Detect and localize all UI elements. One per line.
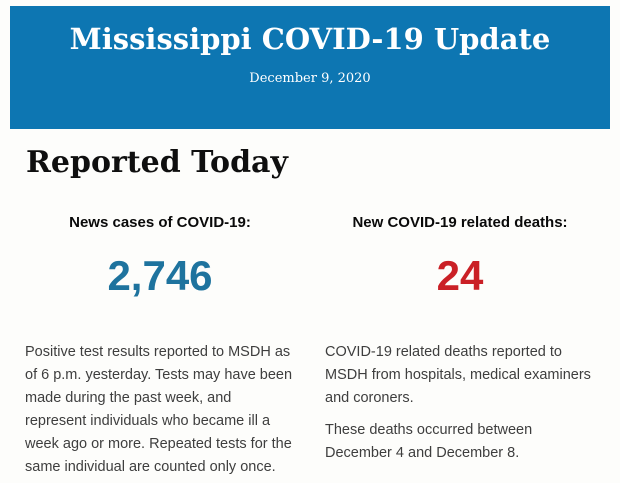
header-banner: Mississippi COVID-19 Update December 9, …	[10, 6, 610, 129]
deaths-value: 24	[436, 252, 484, 299]
cases-value: 2,746	[107, 252, 213, 299]
deaths-label: New COVID-19 related deaths:	[352, 214, 568, 231]
stat-column-deaths: New COVID-19 related deaths: 24 COVID-19…	[315, 215, 605, 479]
deaths-description-1: COVID-19 related deaths reported to MSDH…	[325, 344, 591, 406]
stats-grid: News cases of COVID-19: 2,746 Positive t…	[15, 215, 605, 479]
section-heading: Reported Today	[26, 145, 288, 180]
content-area: Reported Today News cases of COVID-19: 2…	[0, 145, 620, 479]
stat-column-cases: News cases of COVID-19: 2,746 Positive t…	[15, 215, 305, 479]
cases-description: Positive test results reported to MSDH a…	[25, 344, 293, 475]
newsletter-title: Mississippi COVID-19 Update	[69, 22, 551, 56]
cases-label: News cases of COVID-19:	[69, 214, 251, 231]
deaths-description-2: These deaths occurred between December 4…	[325, 422, 533, 461]
newsletter-date: December 9, 2020	[249, 71, 371, 86]
